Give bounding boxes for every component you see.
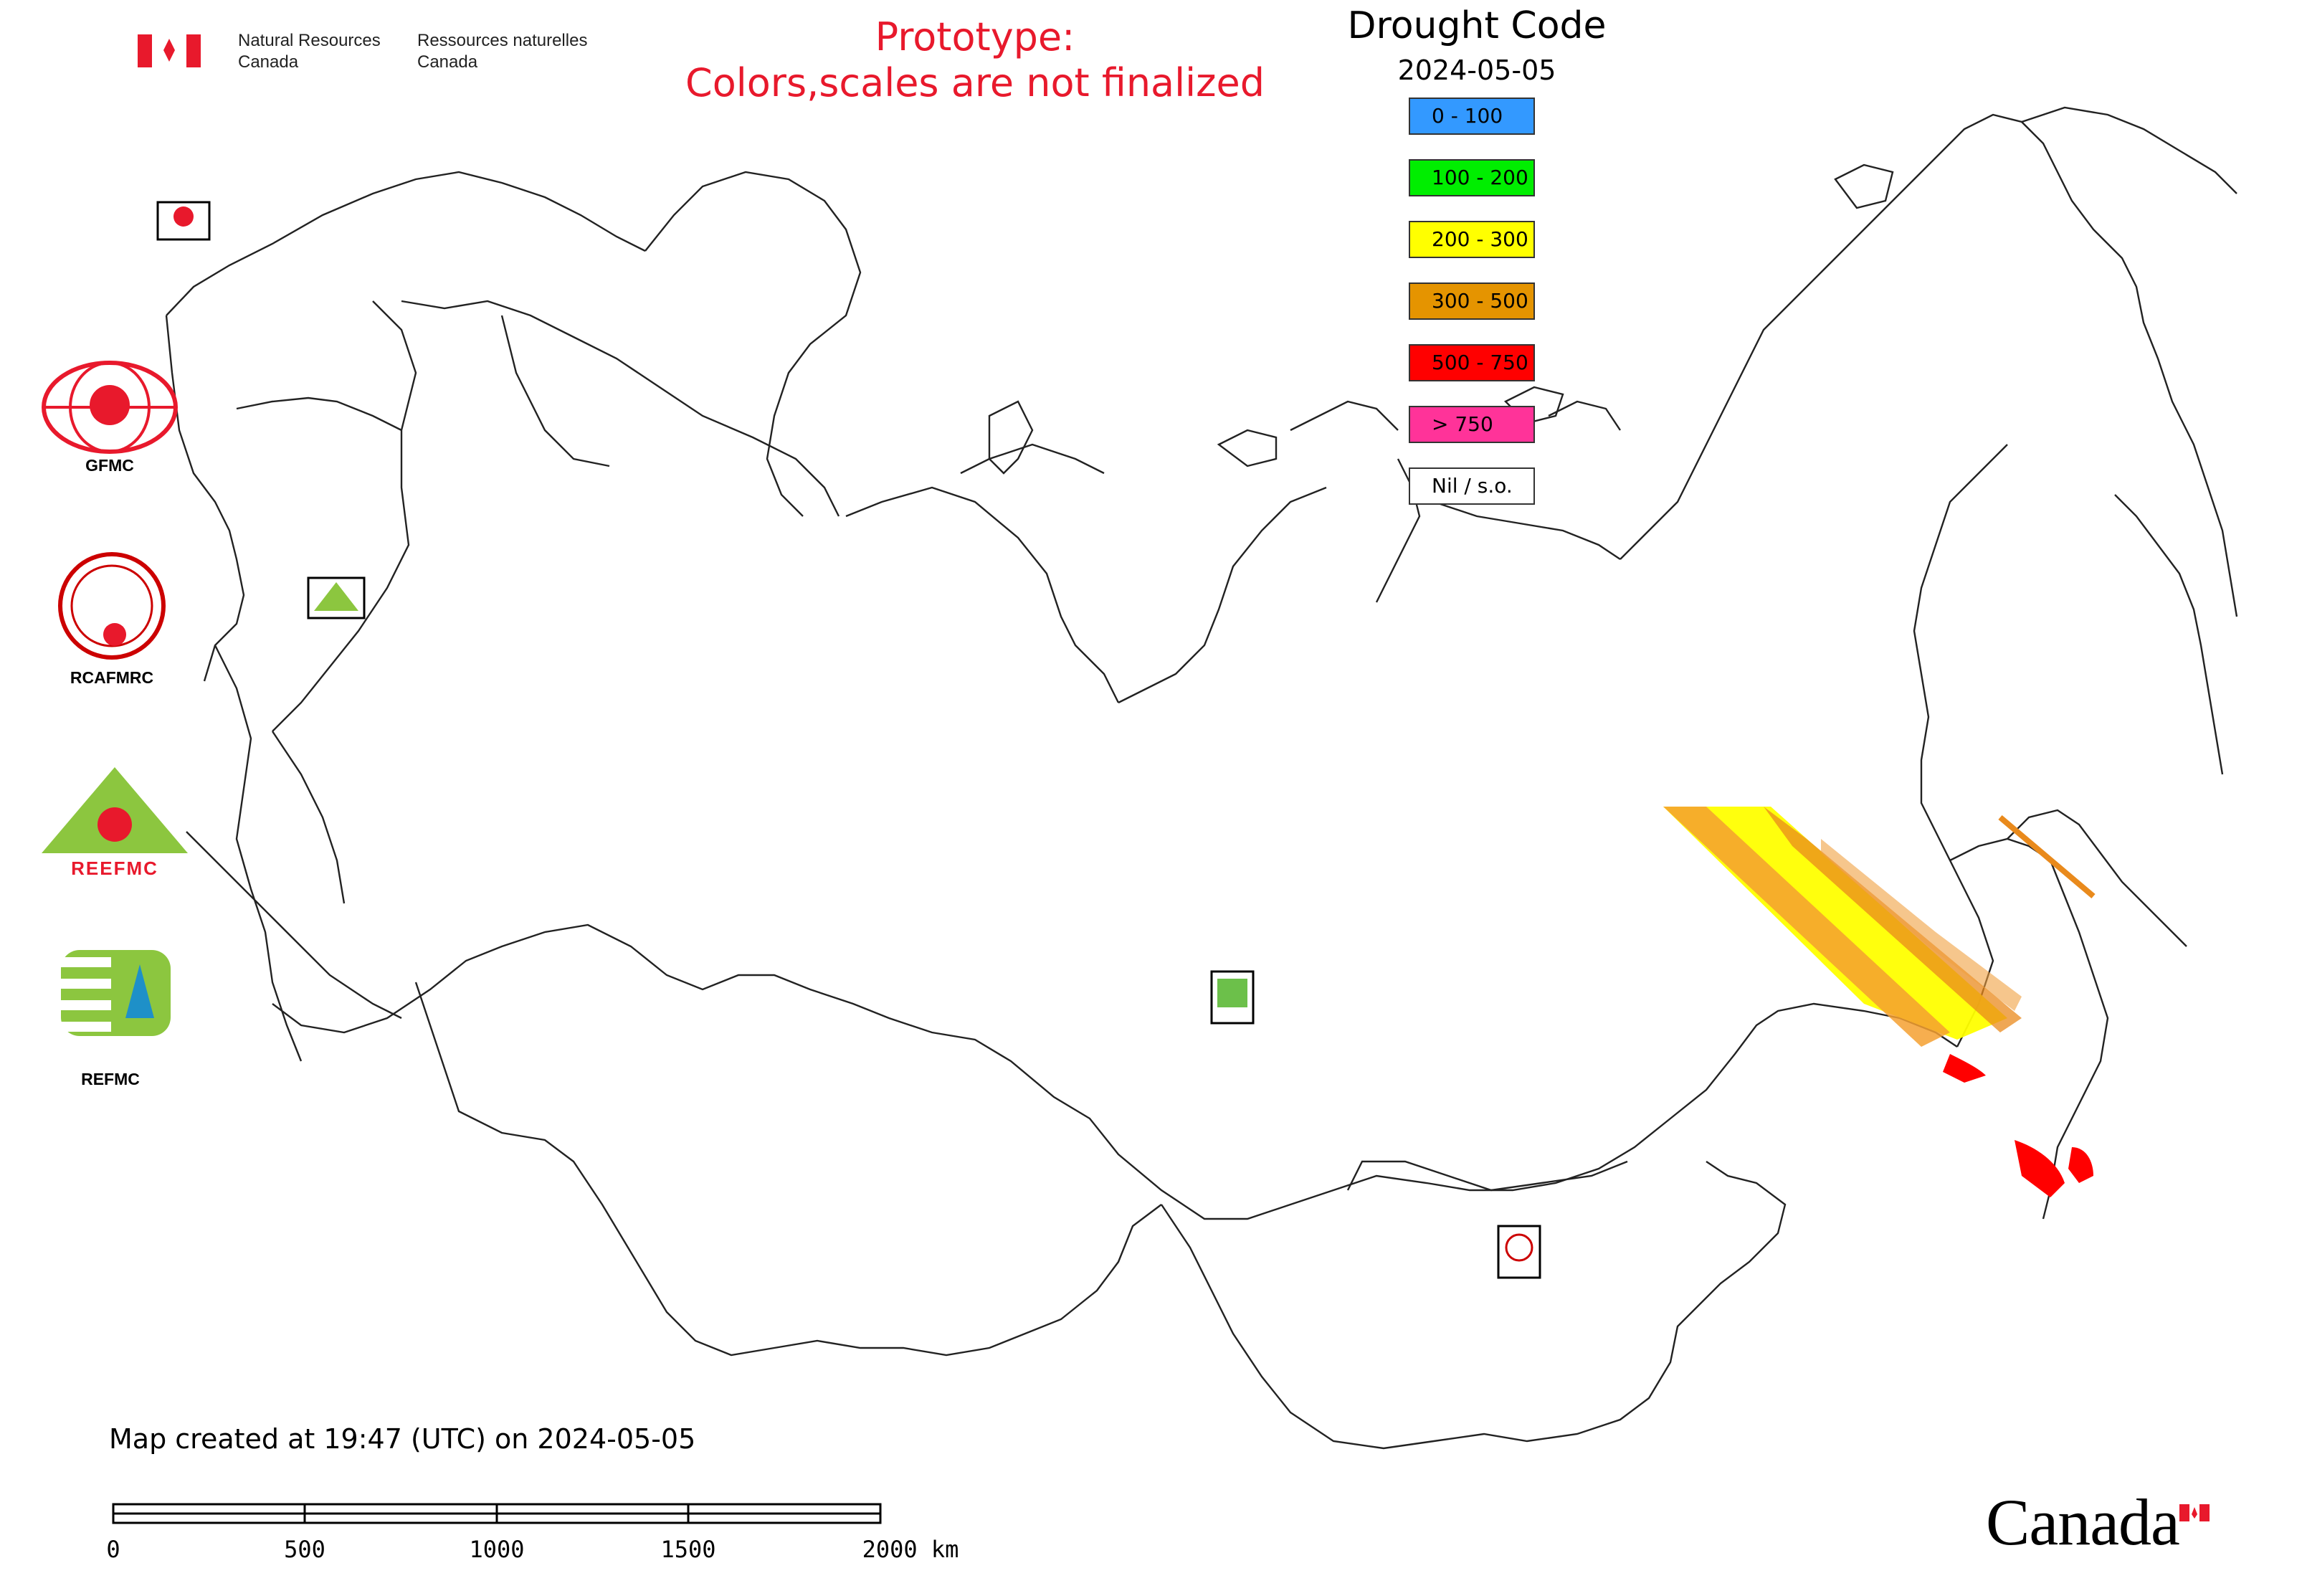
nrcan-fr-line1: Ressources naturelles [417, 31, 588, 50]
reefmc-logo-icon [39, 767, 191, 869]
prototype-line2: Colors,scales are not finalized [685, 60, 1265, 105]
canada-flag-icon [2179, 1504, 2210, 1521]
legend-title: Drought Code [1347, 4, 1607, 47]
prototype-line1: Prototype: [875, 14, 1075, 60]
country-borders [165, 106, 2238, 1450]
scale-tick-1000: 1000 [469, 1536, 525, 1563]
agency-label-gfmc: GFMC [85, 456, 134, 475]
nrcan-flag-icon [138, 34, 201, 67]
map-timestamp: Map created at 19:47 (UTC) on 2024-05-05 [109, 1423, 696, 1455]
legend-item-300-500: 300 - 500 [1409, 282, 1535, 320]
agency-label-reefmc: REEFMC [71, 858, 158, 879]
legend-date: 2024-05-05 [1397, 54, 1556, 86]
nrcan-french-name: Ressources naturelles Canada [417, 30, 587, 73]
map-markers [156, 201, 1541, 1279]
scale-tick-500: 500 [284, 1536, 325, 1563]
agency-label-refmc: REFMC [81, 1070, 140, 1088]
scale-tick-2000: 2000 km [862, 1536, 959, 1563]
nrcan-en-line2: Canada [238, 52, 299, 72]
scale-tick-1500: 1500 [660, 1536, 716, 1563]
prototype-notice: Prototype: Colors,scales are not finaliz… [645, 14, 1305, 106]
legend-item-nil: Nil / s.o. [1409, 467, 1535, 505]
gfmc-logo-icon [42, 361, 178, 454]
agency-label-rcafmrc: RCAFMRC [70, 668, 154, 687]
legend-item-200-300: 200 - 300 [1409, 221, 1535, 258]
legend-item-500-750: 500 - 750 [1409, 344, 1535, 381]
drought-overlay [1663, 807, 2096, 1197]
nrcan-english-name: Natural Resources Canada [238, 30, 381, 73]
legend-item-over-750: > 750 [1409, 406, 1535, 443]
canada-wordmark: Canada [1986, 1486, 2180, 1559]
legend-item-100-200: 100 - 200 [1409, 159, 1535, 196]
nrcan-en-line1: Natural Resources [238, 31, 381, 50]
scale-bar [112, 1503, 882, 1524]
rcafmrc-logo-icon [58, 552, 166, 660]
nrcan-fr-line2: Canada [417, 52, 478, 72]
refmc-logo-icon [61, 950, 171, 1036]
legend-item-0-100: 0 - 100 [1409, 98, 1535, 135]
scale-tick-0: 0 [106, 1536, 120, 1563]
